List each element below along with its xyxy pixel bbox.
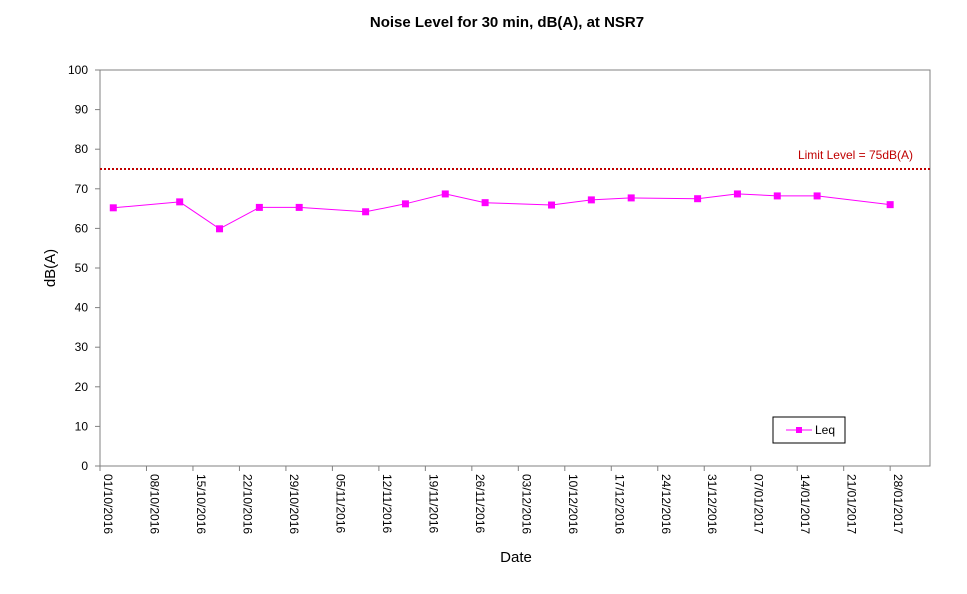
legend-marker-swatch [796,427,802,433]
legend-label-leq: Leq [815,423,835,437]
x-tick-label: 19/11/2016 [426,474,440,533]
data-point [548,201,556,209]
x-tick-label: 24/12/2016 [659,474,673,534]
x-tick-label: 29/10/2016 [287,474,301,534]
x-tick-label: 01/10/2016 [101,474,115,534]
x-tick-label: 08/10/2016 [147,474,161,534]
data-point [733,190,741,198]
y-axis: 0 10 20 30 40 50 60 70 80 90 100 [68,63,100,473]
y-tick-label: 0 [81,459,88,473]
data-point [587,196,595,204]
data-point [481,199,489,207]
y-tick-label: 100 [68,63,88,77]
x-tick-label: 22/10/2016 [240,474,254,534]
y-tick-label: 70 [75,182,89,196]
x-tick-label: 07/01/2017 [752,474,766,534]
y-tick-label: 40 [75,301,89,315]
x-tick-label: 03/12/2016 [519,474,533,534]
x-tick-label: 17/12/2016 [612,474,626,534]
y-tick-label: 60 [75,221,89,235]
y-tick-label: 50 [75,261,89,275]
limit-label: Limit Level = 75dB(A) [798,148,913,162]
data-point [441,190,449,198]
limit-level: Limit Level = 75dB(A) [100,148,930,170]
legend: Leq [772,416,846,444]
plot-area [99,69,931,467]
x-tick-label: 31/12/2016 [705,474,719,534]
data-point [109,204,117,212]
x-tick-label: 12/11/2016 [380,474,394,533]
chart-title: Noise Level for 30 min, dB(A), at NSR7 [370,14,644,31]
x-tick-label: 21/01/2017 [845,474,859,534]
x-axis: 01/10/2016 08/10/2016 15/10/2016 22/10/2016… [99,466,905,534]
series-layer [109,190,894,233]
x-tick-label: 14/01/2017 [798,474,812,534]
data-point [694,195,702,203]
data-point [773,192,781,200]
y-tick-label: 20 [75,380,89,394]
y-axis-title: dB(A) [42,249,59,287]
data-point [401,200,409,208]
data-point [176,198,184,206]
x-tick-label: 28/01/2017 [891,474,905,534]
data-point [886,201,894,209]
y-tick-label: 30 [75,340,89,354]
y-tick-label: 90 [75,103,89,117]
data-point [813,192,821,200]
data-point [627,194,635,202]
data-point [295,203,303,211]
x-tick-label: 05/11/2016 [333,474,347,533]
x-tick-label: 26/11/2016 [473,474,487,533]
x-axis-title: Date [500,549,532,566]
y-tick-label: 80 [75,142,89,156]
data-point [362,208,370,216]
data-point [216,225,224,233]
x-tick-label: 10/12/2016 [566,474,580,534]
x-tick-label: 15/10/2016 [194,474,208,534]
y-tick-label: 10 [75,419,89,433]
data-point [255,203,263,211]
